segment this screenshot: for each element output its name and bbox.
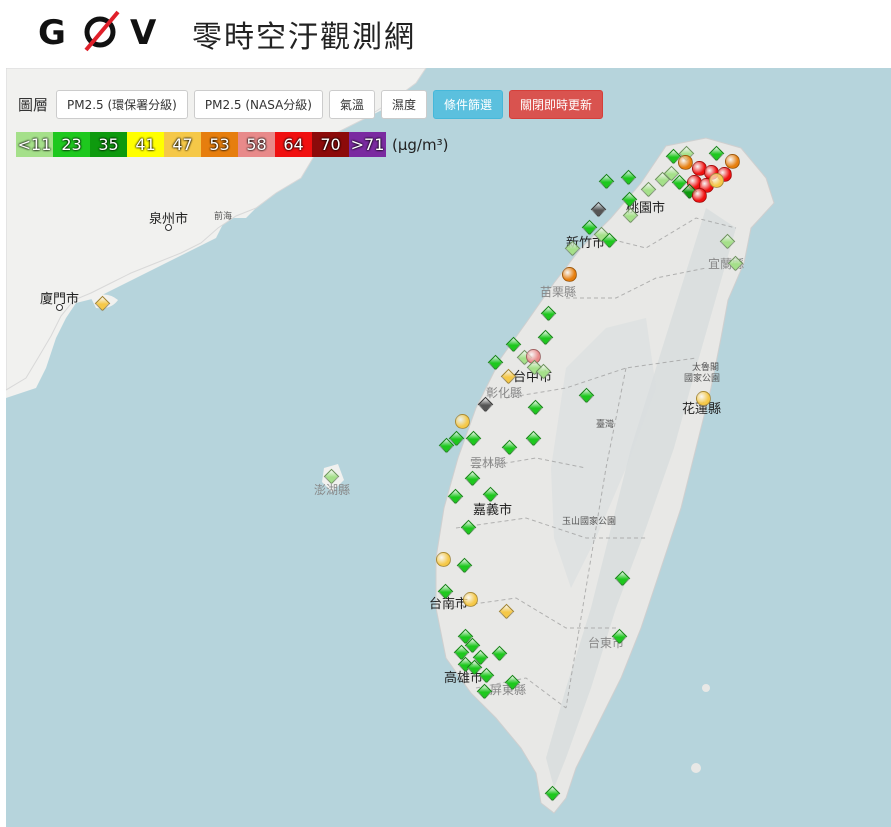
legend-unit: (μg/m³) <box>392 135 449 154</box>
pm25-nasa-button[interactable]: PM2.5 (NASA分級) <box>193 90 323 119</box>
gov-logo[interactable]: G V <box>38 10 178 54</box>
layer-label: 圖層 <box>18 96 49 114</box>
station-marker-icon[interactable] <box>562 267 577 282</box>
svg-text:G: G <box>38 13 66 53</box>
station-marker-icon[interactable] <box>455 414 470 429</box>
place-label: 屏東縣 <box>490 683 527 697</box>
station-marker-icon[interactable] <box>678 155 693 170</box>
place-label: 前海 <box>214 212 233 222</box>
site-header: G V 零時空汙觀測網 <box>0 0 891 68</box>
legend-level-4: 47 <box>164 132 201 157</box>
filter-button[interactable]: 條件篩選 <box>433 90 504 119</box>
place-label: 泉州市 <box>149 212 189 227</box>
place-label: 雲林縣 <box>470 456 507 470</box>
station-marker-icon[interactable] <box>692 188 707 203</box>
place-label: 廈門市 <box>40 292 80 307</box>
station-marker-icon[interactable] <box>709 173 724 188</box>
city-dot-icon <box>56 304 63 311</box>
disable-live-update-button[interactable]: 關閉即時更新 <box>509 90 604 119</box>
pm25-legend: <11 23 35 41 47 53 58 64 70 >71 (μg/m³) <box>16 132 448 157</box>
gov-logo-graphic: G V <box>38 10 157 53</box>
place-label: 苗栗縣 <box>540 285 577 299</box>
legend-level-0: <11 <box>16 132 53 157</box>
temperature-button[interactable]: 氣溫 <box>328 90 375 119</box>
place-label: 國家公園 <box>684 374 721 384</box>
legend-level-3: 41 <box>127 132 164 157</box>
place-label: 玉山國家公園 <box>562 517 617 527</box>
place-label: 彰化縣 <box>486 386 523 400</box>
place-label: 澎湖縣 <box>314 483 351 497</box>
place-label: 嘉義市 <box>473 503 513 518</box>
place-label: 花蓮縣 <box>682 402 722 417</box>
pm25-epa-button[interactable]: PM2.5 (環保署分級) <box>56 90 188 119</box>
place-label: 太魯閣 <box>692 363 720 373</box>
legend-level-6: 58 <box>238 132 275 157</box>
legend-level-7: 64 <box>275 132 312 157</box>
humidity-button[interactable]: 濕度 <box>380 90 427 119</box>
place-label: 臺灣 <box>596 420 615 430</box>
legend-level-9: >71 <box>349 132 386 157</box>
map-canvas[interactable]: 圖層 PM2.5 (環保署分級) PM2.5 (NASA分級) 氣溫 濕度 條件… <box>6 68 891 827</box>
legend-level-2: 35 <box>90 132 127 157</box>
legend-scale: <11 23 35 41 47 53 58 64 70 >71 <box>16 132 386 157</box>
svg-text:V: V <box>130 13 157 53</box>
station-marker-icon[interactable] <box>696 391 711 406</box>
station-marker-icon[interactable] <box>436 552 451 567</box>
station-marker-icon[interactable] <box>463 592 478 607</box>
city-dot-icon <box>165 224 172 231</box>
legend-level-1: 23 <box>53 132 90 157</box>
legend-level-8: 70 <box>312 132 349 157</box>
station-marker-icon[interactable] <box>725 154 740 169</box>
legend-level-5: 53 <box>201 132 238 157</box>
place-label: 台南市 <box>429 597 469 612</box>
layer-toolbar: 圖層 PM2.5 (環保署分級) PM2.5 (NASA分級) 氣溫 濕度 條件… <box>18 90 604 119</box>
site-title: 零時空汙觀測網 <box>192 20 416 55</box>
